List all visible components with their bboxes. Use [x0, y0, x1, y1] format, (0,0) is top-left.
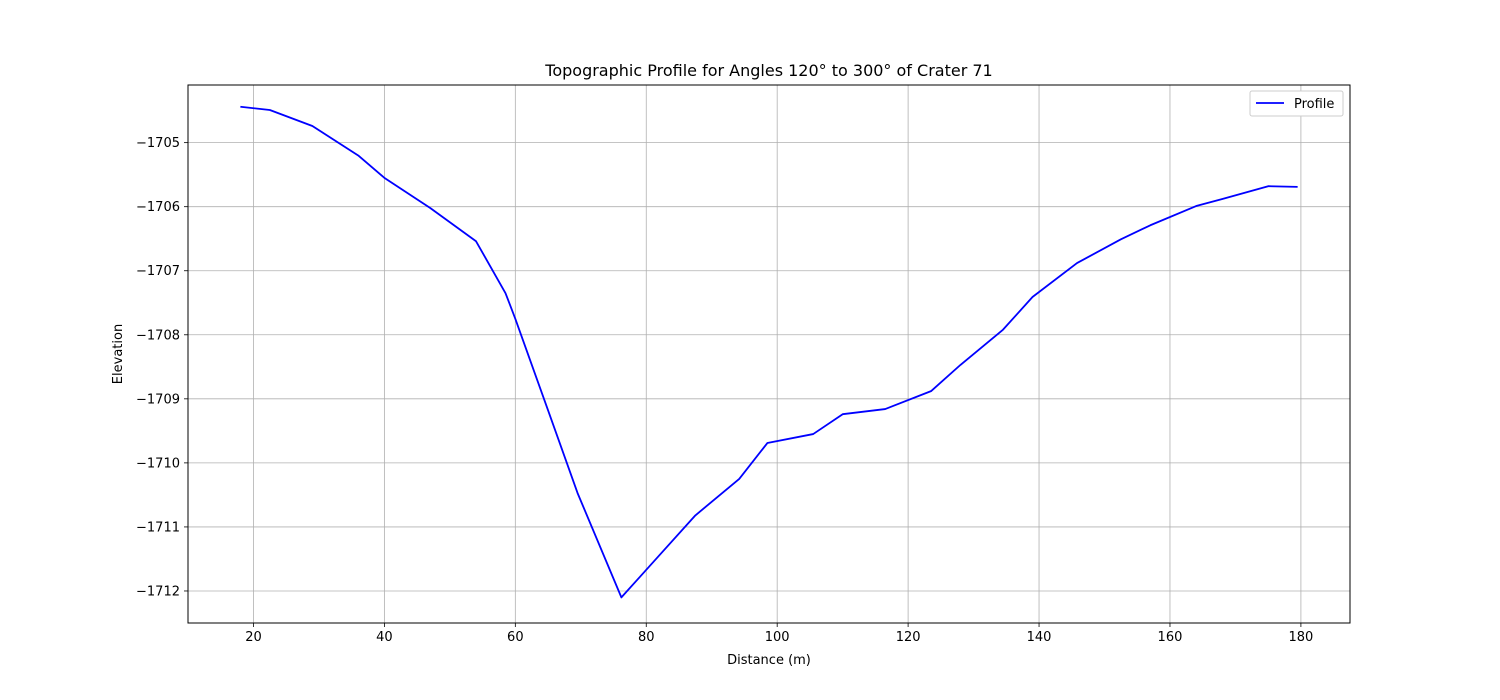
series-layer — [240, 105, 1298, 599]
y-tick-label: −1707 — [136, 264, 180, 279]
x-tick-label: 60 — [507, 630, 524, 645]
x-tick-label: 120 — [896, 630, 921, 645]
y-tick-label: −1709 — [136, 392, 180, 407]
y-tick-label: −1710 — [136, 456, 180, 471]
series-line-profile — [240, 105, 1298, 599]
axis-ticks: 20 40 60 80 100 120 140 160 180 −1712 −1711 −1710 −1… — [136, 136, 1313, 645]
legend: Profile — [1249, 90, 1344, 117]
chart-title: Topographic Profile for Angles 120° to 3… — [544, 61, 992, 80]
x-tick-label: 100 — [765, 630, 790, 645]
y-tick-label: −1708 — [136, 328, 180, 343]
legend-label-profile: Profile — [1294, 97, 1334, 112]
x-tick-label: 140 — [1027, 630, 1052, 645]
x-tick-label: 20 — [245, 630, 262, 645]
y-tick-label: −1705 — [136, 136, 180, 151]
x-tick-label: 160 — [1158, 630, 1183, 645]
legend-box — [1249, 90, 1344, 117]
y-axis-label: Elevation — [111, 324, 126, 384]
x-tick-label: 80 — [638, 630, 655, 645]
y-tick-label: −1706 — [136, 200, 180, 215]
x-tick-label: 180 — [1288, 630, 1313, 645]
y-tick-label: −1712 — [136, 584, 180, 599]
x-tick-label: 40 — [376, 630, 393, 645]
y-tick-label: −1711 — [136, 520, 180, 535]
plot-frame — [187, 84, 1351, 624]
x-axis-label: Distance (m) — [727, 653, 811, 668]
grid — [188, 85, 1350, 623]
